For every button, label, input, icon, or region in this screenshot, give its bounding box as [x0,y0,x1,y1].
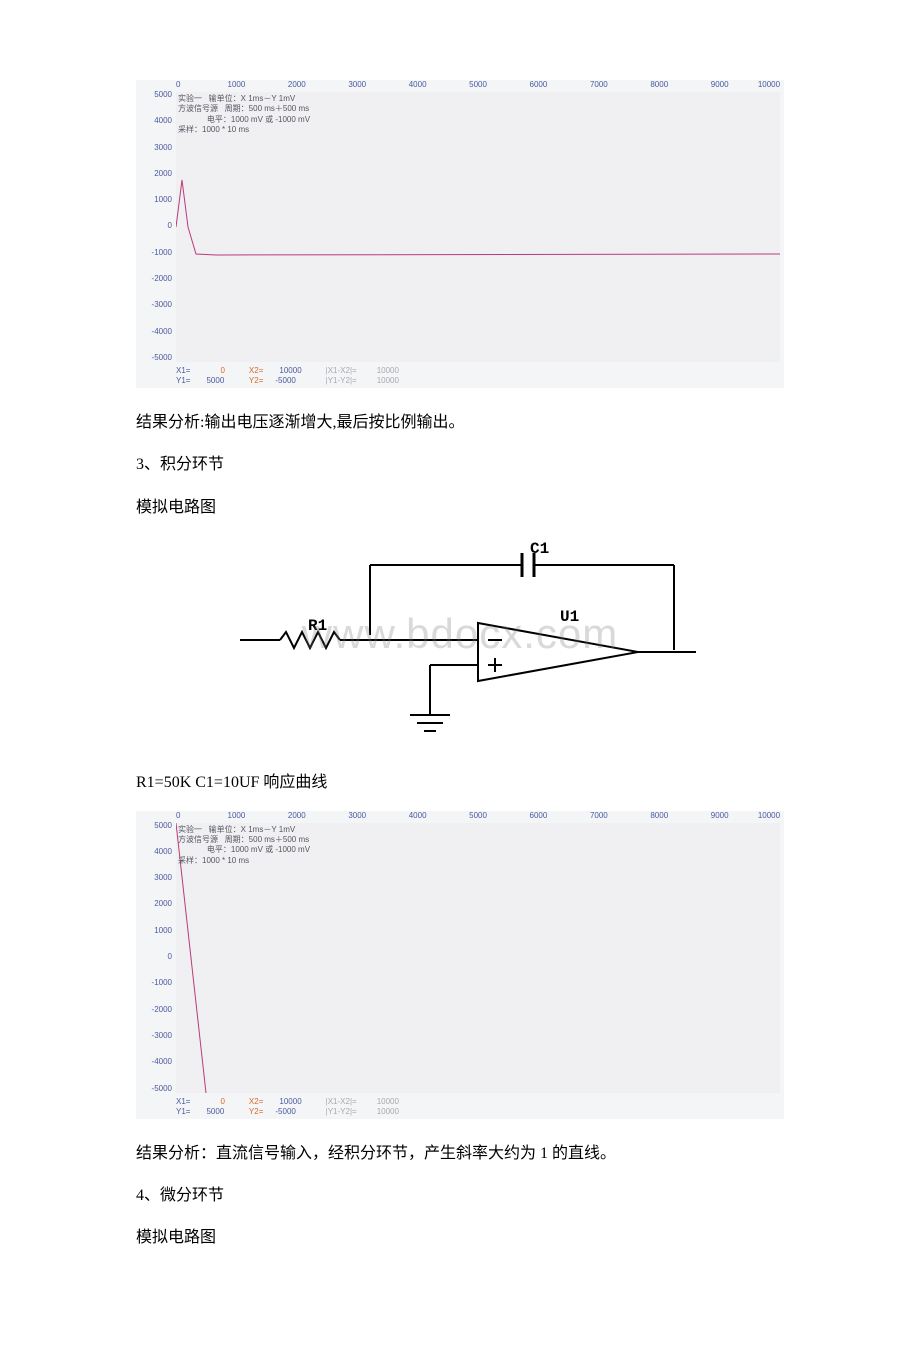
tick: 1000 [136,926,174,935]
tick: 2000 [267,811,327,823]
y1-label: Y1= [176,1107,190,1117]
result-analysis-1: 结果分析:输出电压逐渐增大,最后按比例输出。 [136,408,784,438]
y2-label: Y2= [249,376,263,386]
x2-val: 10000 [279,366,301,376]
tick: -1000 [136,978,174,987]
tick: 8000 [629,811,689,823]
dy-val: 10000 [377,376,399,386]
x2-label: X2= [249,366,263,376]
tick: -2000 [136,274,174,283]
tick: 3000 [136,873,174,882]
x2-label: X2= [249,1097,263,1107]
tick: 10000 [750,80,780,92]
y2-val: -5000 [275,376,295,386]
section-3-subtitle: 模拟电路图 [136,493,784,523]
tick: 7000 [569,811,629,823]
y1-label: Y1= [176,376,190,386]
x1-val: 0 [220,1097,224,1107]
chart2-y-axis: 5000 4000 3000 2000 1000 0 -1000 -2000 -… [136,821,174,1093]
y2-val: -5000 [275,1107,295,1117]
tick: 6000 [508,811,568,823]
tick: 4000 [136,116,174,125]
tick: -4000 [136,1057,174,1066]
tick: 4000 [387,811,447,823]
tick: 8000 [629,80,689,92]
tick: 4000 [387,80,447,92]
tick: 3000 [327,80,387,92]
tick: -4000 [136,327,174,336]
tick: -2000 [136,1005,174,1014]
tick: 10000 [750,811,780,823]
tick: 0 [136,952,174,961]
chart2-readout: X1= 0 Y1= 5000 X2= 10000 Y2= -5000 |X1-X2|= 1… [176,1097,780,1119]
tick: 0 [176,811,206,823]
dy-label: |Y1-Y2|= [326,1107,357,1117]
tick: 6000 [508,80,568,92]
tick: 7000 [569,80,629,92]
tick: 0 [176,80,206,92]
tick: 1000 [206,811,266,823]
y1-val: 5000 [206,1107,224,1117]
label-u1: U1 [560,608,579,626]
y1-val: 5000 [206,376,224,386]
section-4-title: 4、微分环节 [136,1181,784,1211]
response-chart-1: 0 1000 2000 3000 4000 5000 6000 7000 800… [136,80,784,388]
tick: 1000 [136,195,174,204]
dy-val: 10000 [377,1107,399,1117]
chart2-plot: 实验一 输单位：X 1ms－Y 1mV 方波信号源 周期：500 ms＋500 … [176,823,780,1093]
tick: 5000 [136,821,174,830]
tick: -5000 [136,353,174,362]
x2-val: 10000 [279,1097,301,1107]
dx-label: |X1-X2|= [326,366,357,376]
x1-label: X1= [176,366,190,376]
chart1-plot: 实验一 输单位：X 1ms－Y 1mV 方波信号源 周期：500 ms＋500 … [176,92,780,362]
tick: 2000 [267,80,327,92]
section-3-title: 3、积分环节 [136,450,784,480]
params-line: R1=50K C1=10UF 响应曲线 [136,768,784,798]
chart2-top-axis: 0 1000 2000 3000 4000 5000 6000 7000 800… [176,811,780,823]
dy-label: |Y1-Y2|= [326,376,357,386]
section-4-subtitle: 模拟电路图 [136,1223,784,1253]
tick: 5000 [136,90,174,99]
tick: 3000 [327,811,387,823]
tick: 3000 [136,143,174,152]
chart1-annotation: 实验一 输单位：X 1ms－Y 1mV 方波信号源 周期：500 ms＋500 … [178,94,310,136]
chart1-y-axis: 5000 4000 3000 2000 1000 0 -1000 -2000 -… [136,90,174,362]
tick: 0 [136,221,174,230]
x1-val: 0 [220,366,224,376]
tick: -3000 [136,300,174,309]
result-analysis-2: 结果分析：直流信号输入，经积分环节，产生斜率大约为 1 的直线。 [136,1139,784,1169]
tick: 5000 [448,811,508,823]
dx-val: 10000 [377,366,399,376]
tick: 4000 [136,847,174,856]
chart1-readout: X1= 0 Y1= 5000 X2= 10000 Y2= -5000 |X1-X2|= 1… [176,366,780,388]
tick: -1000 [136,248,174,257]
y2-label: Y2= [249,1107,263,1117]
dx-label: |X1-X2|= [326,1097,357,1107]
tick: 9000 [689,80,749,92]
tick: 5000 [448,80,508,92]
tick: 2000 [136,169,174,178]
circuit-diagram-integrator: C1 R1 U1 www.bdocx.com [220,535,700,750]
dx-val: 10000 [377,1097,399,1107]
tick: -5000 [136,1084,174,1093]
chart1-top-axis: 0 1000 2000 3000 4000 5000 6000 7000 800… [176,80,780,92]
response-chart-2: 0 1000 2000 3000 4000 5000 6000 7000 800… [136,811,784,1119]
tick: -3000 [136,1031,174,1040]
x1-label: X1= [176,1097,190,1107]
tick: 9000 [689,811,749,823]
tick: 2000 [136,899,174,908]
chart2-annotation: 实验一 输单位：X 1ms－Y 1mV 方波信号源 周期：500 ms＋500 … [178,825,310,867]
tick: 1000 [206,80,266,92]
